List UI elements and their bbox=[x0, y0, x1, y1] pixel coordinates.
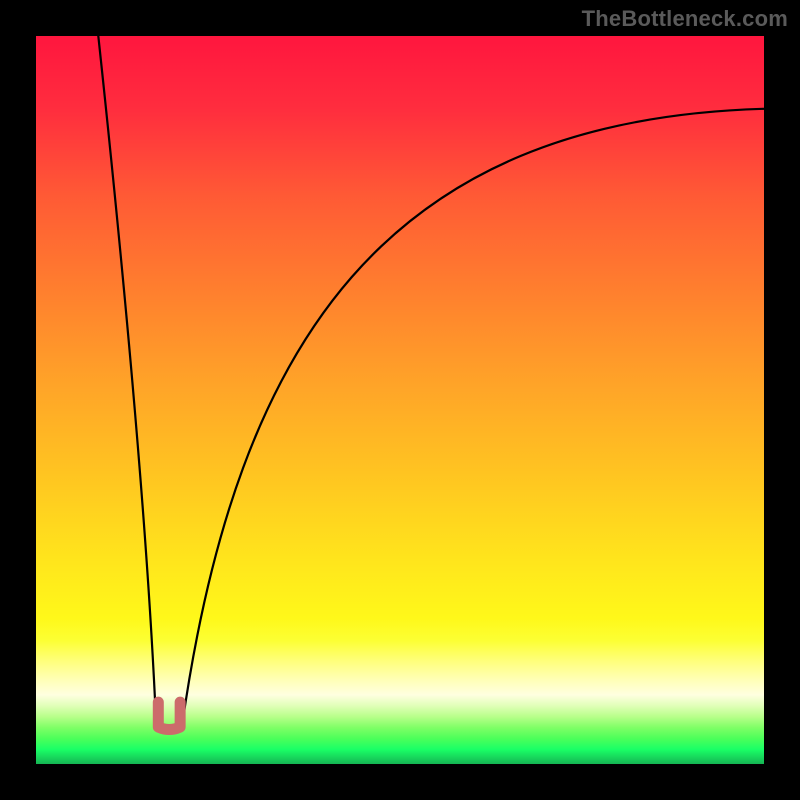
curve-layer bbox=[36, 36, 764, 764]
dip-marker bbox=[158, 702, 180, 729]
plot-area bbox=[36, 36, 764, 764]
watermark-text: TheBottleneck.com bbox=[582, 6, 788, 32]
bottleneck-curve bbox=[98, 32, 764, 726]
chart-frame: TheBottleneck.com bbox=[0, 0, 800, 800]
